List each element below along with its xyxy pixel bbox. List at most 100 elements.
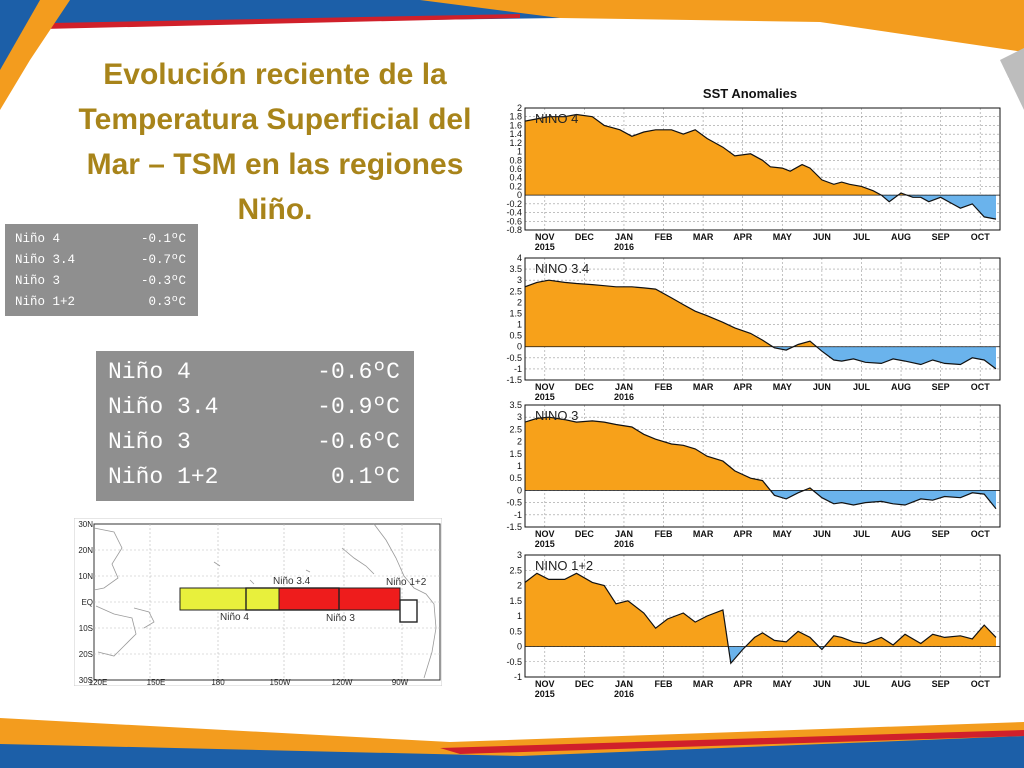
positive-anomaly-area: [525, 114, 996, 196]
x-tick-label: NOV: [535, 232, 555, 242]
y-tick-label: 1.5: [509, 449, 522, 459]
x-tick-label: AUG: [891, 529, 911, 539]
y-tick-label: -0.2: [506, 199, 522, 209]
x-year-label: 2015: [535, 392, 555, 402]
right-gray-band: [1000, 48, 1024, 110]
x-year-label: 2016: [614, 689, 634, 699]
x-tick-label: SEP: [932, 529, 950, 539]
anomaly-line: [525, 416, 997, 510]
table-row: Niño 3.4 -0.9ºC: [108, 390, 400, 425]
sst-anomalies-chart: SST Anomalies 21.81.61.41.210.80.60.40.2…: [497, 78, 1009, 708]
x-tick-label: OCT: [971, 529, 991, 539]
y-tick-label: 1.4: [509, 129, 522, 139]
nino34-region: [245, 587, 340, 611]
x-tick-label: NOV: [535, 529, 555, 539]
table-row: Niño 3 -0.6ºC: [108, 425, 400, 460]
lat-label: EQ: [81, 598, 93, 607]
lon-labels: 120E 150E 180 150W 120W 90W: [89, 678, 409, 686]
x-tick-label: MAR: [693, 679, 714, 689]
x-tick-label: SEP: [932, 232, 950, 242]
title-line: Temperatura Superficial del: [78, 103, 472, 136]
region-name: Niño 4: [108, 359, 191, 385]
y-tick-label: 1.8: [509, 112, 522, 122]
positive-anomaly-area: [525, 417, 996, 491]
x-tick-label: MAR: [693, 232, 714, 242]
anomaly-series: [525, 113, 997, 220]
table-row: Niño 3 -0.3ºC: [15, 271, 186, 292]
y-tick-label: 2: [517, 581, 522, 591]
negative-anomaly-area: [772, 346, 996, 369]
anomaly-series: [525, 416, 997, 510]
y-tick-label: -1: [514, 364, 522, 374]
y-tick-label: 0: [517, 342, 522, 352]
y-tick-label: 0.2: [509, 181, 522, 191]
region-name: Niño 3: [15, 274, 61, 288]
x-year-label: 2015: [535, 242, 555, 252]
y-tick-label: 3.5: [509, 264, 522, 274]
region-value: -0.3ºC: [140, 274, 186, 288]
positive-anomaly-area: [525, 573, 996, 647]
region-value: 0.1ºC: [330, 464, 400, 490]
lon-label: 120E: [89, 678, 108, 686]
x-tick-label: MAY: [773, 529, 792, 539]
y-tick-label: 2: [517, 103, 522, 113]
x-tick-label: DEC: [575, 382, 595, 392]
y-tick-label: -0.4: [506, 208, 522, 218]
y-tick-label: 2: [517, 437, 522, 447]
lat-label: 10N: [78, 572, 93, 581]
y-tick-label: 2.5: [509, 565, 522, 575]
panel-label: NINO 1+2: [535, 558, 593, 573]
left-blue-corner: [0, 0, 40, 70]
x-tick-label: JUL: [853, 529, 871, 539]
region-value: -0.1ºC: [140, 232, 186, 246]
x-tick-label: OCT: [971, 679, 991, 689]
x-year-label: 2016: [614, 539, 634, 549]
nino12-label: Niño 1+2: [386, 577, 427, 588]
lat-label: 20S: [79, 650, 93, 659]
y-tick-label: -0.6: [506, 216, 522, 226]
x-year-label: 2016: [614, 242, 634, 252]
x-tick-label: JAN: [615, 382, 633, 392]
y-tick-label: 0.6: [509, 164, 522, 174]
x-tick-label: APR: [733, 679, 753, 689]
title-line: Mar – TSM en las regiones: [86, 148, 464, 181]
y-tick-label: 3: [517, 550, 522, 560]
y-tick-label: -0.5: [506, 657, 522, 667]
x-tick-label: DEC: [575, 232, 595, 242]
region-value: 0.3ºC: [148, 295, 186, 309]
x-year-label: 2016: [614, 392, 634, 402]
x-tick-label: JAN: [615, 679, 633, 689]
x-tick-label: AUG: [891, 679, 911, 689]
region-name: Niño 3: [108, 429, 191, 455]
x-tick-label: DEC: [575, 679, 595, 689]
table-row: Niño 1+2 0.1ºC: [108, 460, 400, 495]
region-labels: Niño 3.4 Niño 1+2 Niño 4 Niño 3: [220, 576, 427, 624]
lat-label: 30S: [79, 676, 93, 685]
table-row: Niño 4 -0.6ºC: [108, 355, 400, 390]
x-tick-label: AUG: [891, 382, 911, 392]
y-tick-label: 1.5: [509, 308, 522, 318]
x-tick-label: SEP: [932, 382, 950, 392]
x-tick-label: OCT: [971, 232, 991, 242]
y-tick-label: 3: [517, 412, 522, 422]
table-row: Niño 1+2 0.3ºC: [15, 292, 186, 313]
panel-label: NINO 3: [535, 408, 578, 423]
x-tick-label: FEB: [655, 382, 674, 392]
anomaly-series: [525, 572, 997, 665]
panel-frame: [524, 404, 1001, 528]
x-tick-label: SEP: [932, 679, 950, 689]
x-tick-label: APR: [733, 382, 753, 392]
panel-label: NINO 3.4: [535, 261, 589, 276]
y-tick-label: 0.4: [509, 173, 522, 183]
x-tick-label: FEB: [655, 679, 674, 689]
x-tick-label: NOV: [535, 382, 555, 392]
nino-regions-map: 30N 20N 10N EQ 10S 20S 30S 120E 150E 180…: [74, 518, 442, 686]
lon-label: 180: [211, 678, 225, 686]
lat-labels: 30N 20N 10N EQ 10S 20S 30S: [78, 520, 93, 685]
lon-label: 150E: [147, 678, 166, 686]
top-orange-band: [420, 0, 1024, 52]
nino34-label: Niño 3.4: [273, 576, 311, 587]
y-tick-label: 1.5: [509, 596, 522, 606]
lat-label: 10S: [79, 624, 93, 633]
table-row: Niño 3.4 -0.7ºC: [15, 250, 186, 271]
